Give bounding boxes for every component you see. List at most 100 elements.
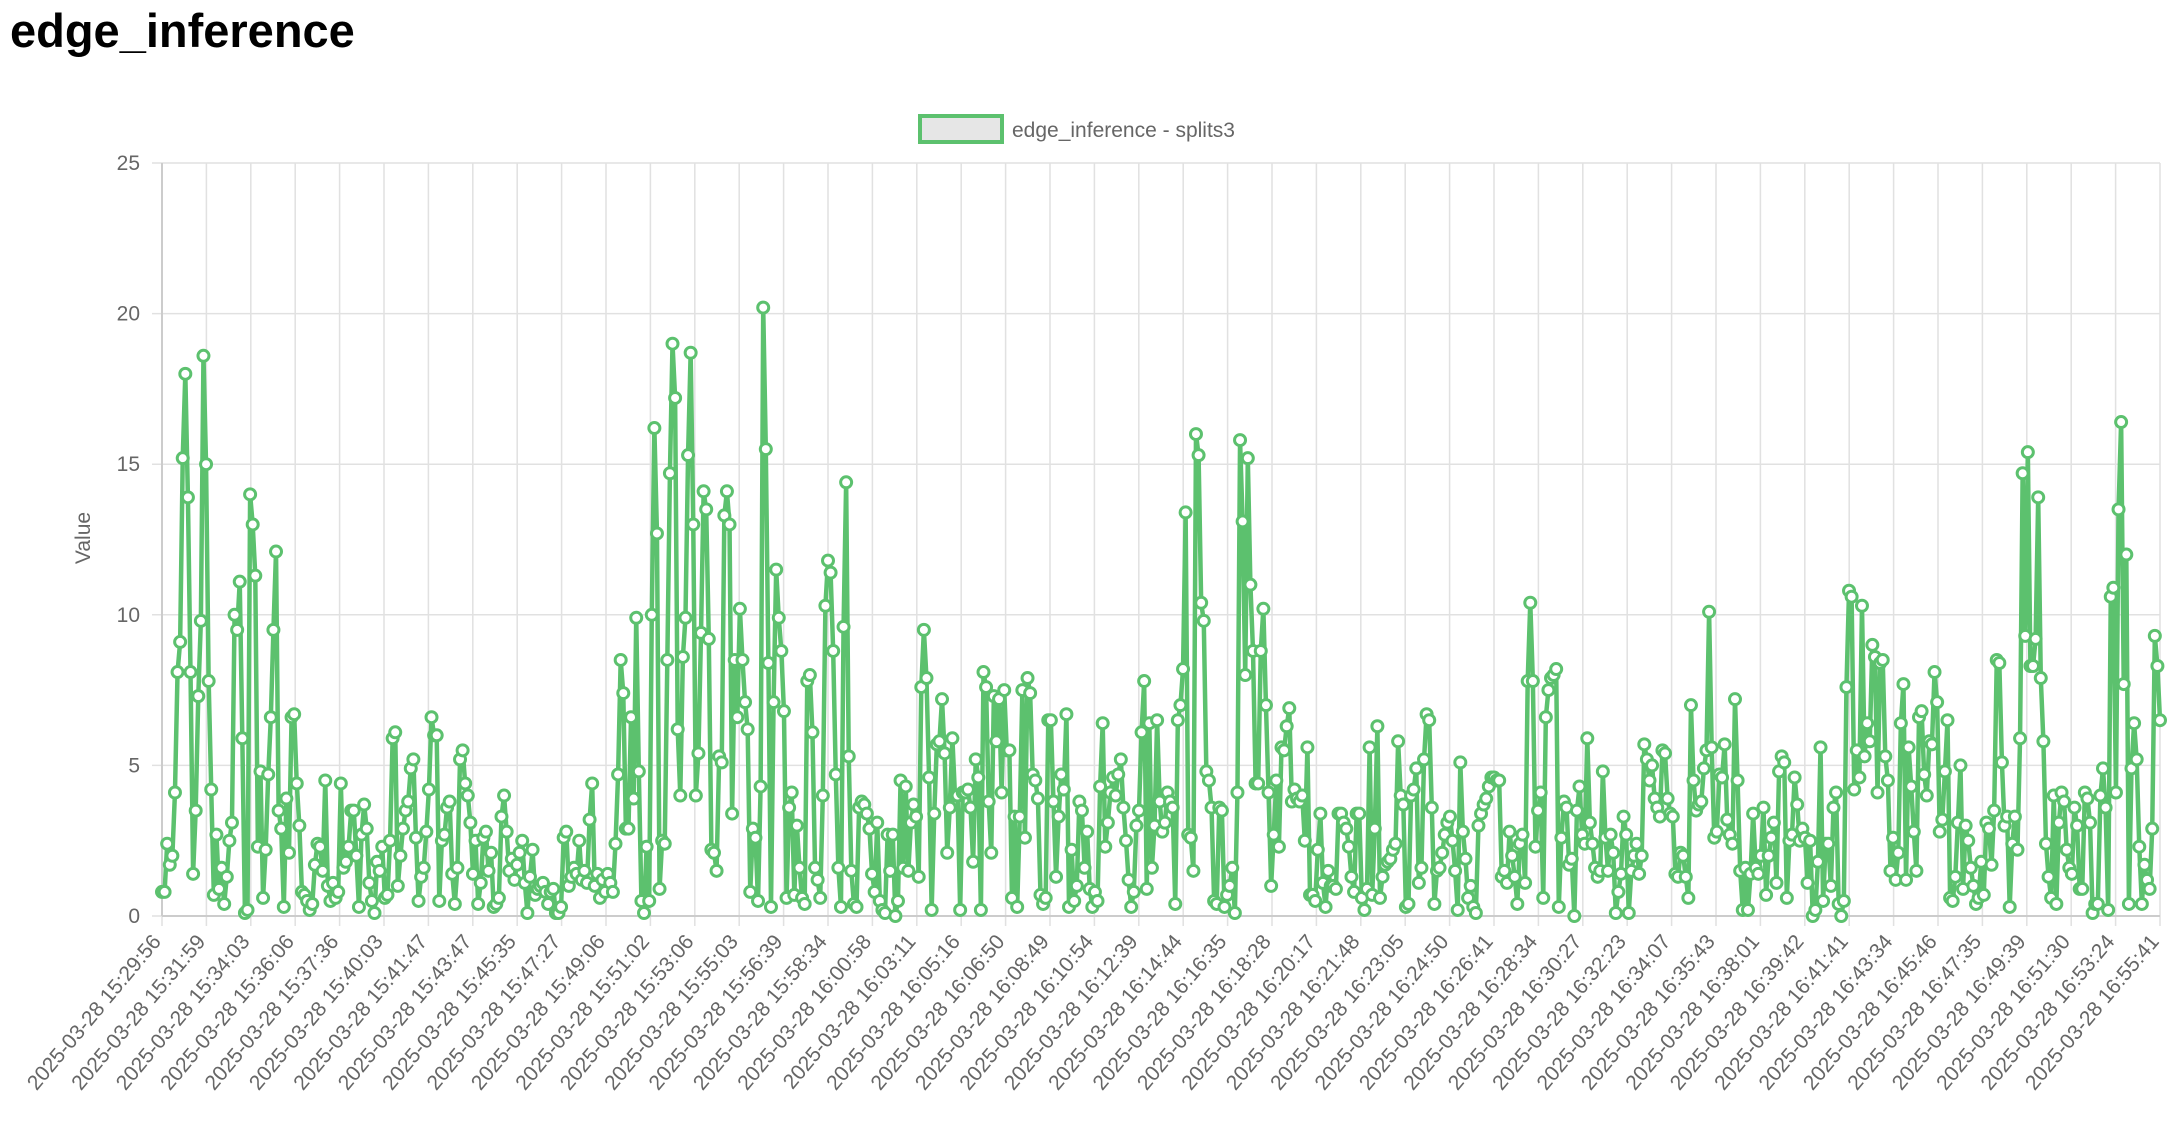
data-point[interactable] [1090, 893, 1105, 908]
data-point[interactable] [582, 812, 597, 827]
data-point[interactable] [706, 845, 721, 860]
data-point[interactable] [797, 896, 812, 911]
data-point[interactable] [1694, 794, 1709, 809]
data-point[interactable] [613, 652, 628, 667]
data-point[interactable] [1370, 719, 1385, 734]
data-point[interactable] [1391, 734, 1406, 749]
data-point[interactable] [1188, 427, 1203, 442]
data-point[interactable] [1937, 764, 1952, 779]
data-point[interactable] [714, 755, 729, 770]
data-point[interactable] [675, 649, 690, 664]
data-point[interactable] [1569, 803, 1584, 818]
data-point[interactable] [849, 899, 864, 914]
data-point[interactable] [883, 863, 898, 878]
data-point[interactable] [1844, 589, 1859, 604]
data-point[interactable] [1740, 902, 1755, 917]
data-point[interactable] [1017, 830, 1032, 845]
data-point[interactable] [266, 622, 281, 637]
data-point[interactable] [1051, 809, 1066, 824]
data-point[interactable] [748, 830, 763, 845]
data-point[interactable] [826, 643, 841, 658]
data-point[interactable] [1932, 824, 1947, 839]
data-point[interactable] [984, 845, 999, 860]
data-point[interactable] [401, 794, 416, 809]
data-point[interactable] [1821, 836, 1836, 851]
data-point[interactable] [1116, 800, 1131, 815]
data-point[interactable] [2067, 800, 2082, 815]
data-point[interactable] [419, 824, 434, 839]
data-point[interactable] [1453, 755, 1468, 770]
data-point[interactable] [1028, 773, 1043, 788]
data-point[interactable] [1823, 878, 1838, 893]
data-point[interactable] [670, 722, 685, 737]
data-point[interactable] [305, 896, 320, 911]
data-point[interactable] [839, 475, 854, 490]
data-point[interactable] [245, 517, 260, 532]
data-point[interactable] [359, 821, 374, 836]
data-point[interactable] [1886, 830, 1901, 845]
data-point[interactable] [1165, 800, 1180, 815]
data-point[interactable] [657, 836, 672, 851]
data-point[interactable] [831, 860, 846, 875]
data-point[interactable] [665, 336, 680, 351]
data-point[interactable] [730, 710, 745, 725]
data-point[interactable] [408, 830, 423, 845]
data-point[interactable] [821, 553, 835, 568]
data-point[interactable] [1601, 863, 1616, 878]
data-point[interactable] [367, 905, 382, 920]
data-point[interactable] [1878, 749, 1893, 764]
data-point[interactable] [494, 809, 509, 824]
data-point[interactable] [1764, 830, 1779, 845]
data-point[interactable] [1683, 698, 1698, 713]
data-point[interactable] [2090, 896, 2105, 911]
data-point[interactable] [1665, 809, 1680, 824]
data-point[interactable] [1432, 860, 1447, 875]
data-point[interactable] [1093, 779, 1108, 794]
data-point[interactable] [458, 776, 473, 791]
data-point[interactable] [1295, 788, 1310, 803]
data-point[interactable] [390, 878, 405, 893]
data-point[interactable] [681, 448, 696, 463]
data-point[interactable] [157, 884, 172, 899]
data-point[interactable] [1424, 800, 1439, 815]
data-point[interactable] [2101, 902, 2116, 917]
data-point[interactable] [1906, 824, 1921, 839]
data-point[interactable] [1310, 842, 1325, 857]
data-point[interactable] [916, 622, 931, 637]
data-point[interactable] [1554, 830, 1569, 845]
data-point[interactable] [722, 517, 737, 532]
data-point[interactable] [1901, 740, 1916, 755]
data-point[interactable] [1095, 716, 1110, 731]
data-point[interactable] [1406, 782, 1421, 797]
data-point[interactable] [997, 683, 1012, 698]
data-point[interactable] [859, 806, 874, 821]
data-point[interactable] [1012, 809, 1027, 824]
data-point[interactable] [740, 722, 755, 737]
data-point[interactable] [491, 890, 506, 905]
data-point[interactable] [1064, 842, 1079, 857]
data-point[interactable] [248, 568, 263, 583]
data-point[interactable] [1435, 845, 1450, 860]
data-point[interactable] [1958, 818, 1973, 833]
data-point[interactable] [919, 671, 934, 686]
data-point[interactable] [751, 893, 766, 908]
data-point[interactable] [160, 836, 175, 851]
data-point[interactable] [1233, 433, 1248, 448]
data-point[interactable] [621, 821, 636, 836]
data-point[interactable] [945, 731, 960, 746]
data-point[interactable] [2093, 788, 2108, 803]
data-point[interactable] [1899, 872, 1914, 887]
data-point[interactable] [263, 710, 278, 725]
data-point[interactable] [1059, 707, 1074, 722]
data-point[interactable] [1266, 827, 1281, 842]
data-point[interactable] [642, 893, 657, 908]
data-point[interactable] [1214, 803, 1229, 818]
data-point[interactable] [922, 770, 937, 785]
data-point[interactable] [1458, 851, 1473, 866]
data-point[interactable] [981, 794, 996, 809]
data-point[interactable] [1961, 833, 1976, 848]
data-point[interactable] [1450, 902, 1465, 917]
data-point[interactable] [2028, 631, 2043, 646]
data-point[interactable] [1129, 818, 1144, 833]
data-point[interactable] [966, 854, 981, 869]
